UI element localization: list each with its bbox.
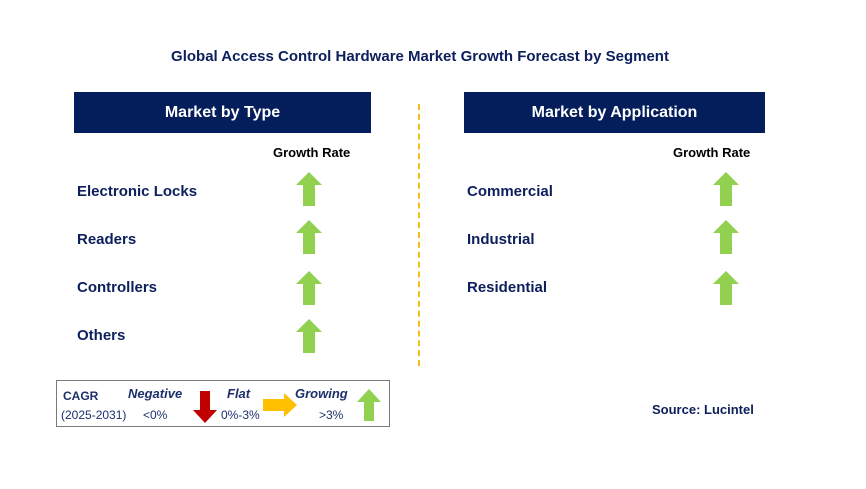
legend-cagr-label: CAGR bbox=[63, 389, 99, 403]
row-label-electronic-locks: Electronic Locks bbox=[77, 183, 198, 200]
legend-flat-range: 0%-3% bbox=[221, 408, 260, 422]
chart-title: Global Access Control Hardware Market Gr… bbox=[171, 48, 669, 65]
growing-arrow-up-icon bbox=[296, 172, 322, 206]
legend-growing-range: >3% bbox=[319, 408, 344, 422]
row-label-commercial: Commercial bbox=[467, 183, 553, 200]
growth-rate-label-application: Growth Rate bbox=[673, 145, 751, 160]
growing-arrow-up-icon bbox=[357, 389, 381, 421]
panel-divider bbox=[418, 104, 420, 366]
legend-period: (2025-2031) bbox=[61, 408, 127, 422]
growth-rate-label-type: Growth Rate bbox=[273, 145, 351, 160]
row-label-others: Others bbox=[77, 327, 126, 344]
legend-negative-range: <0% bbox=[143, 408, 168, 422]
growing-arrow-up-icon bbox=[713, 220, 739, 254]
panel-header-type: Market by Type bbox=[74, 92, 371, 133]
row-label-industrial: Industrial bbox=[467, 231, 535, 248]
legend-flat-label: Flat bbox=[227, 386, 251, 401]
growing-arrow-up-icon bbox=[296, 220, 322, 254]
panel-header-application: Market by Application bbox=[464, 92, 765, 133]
source-credit: Source: Lucintel bbox=[652, 402, 754, 417]
flat-arrow-right-icon bbox=[263, 393, 297, 417]
row-label-readers: Readers bbox=[77, 231, 137, 248]
row-label-controllers: Controllers bbox=[77, 279, 158, 296]
negative-arrow-down-icon bbox=[193, 391, 217, 423]
cagr-legend: CAGR (2025-2031) Negative <0% Flat 0%-3%… bbox=[56, 380, 390, 427]
row-label-residential: Residential bbox=[467, 279, 548, 296]
legend-negative-label: Negative bbox=[128, 386, 183, 401]
growing-arrow-up-icon bbox=[296, 319, 322, 353]
growing-arrow-up-icon bbox=[296, 271, 322, 305]
growing-arrow-up-icon bbox=[713, 172, 739, 206]
legend-growing-label: Growing bbox=[295, 386, 348, 401]
growing-arrow-up-icon bbox=[713, 271, 739, 305]
